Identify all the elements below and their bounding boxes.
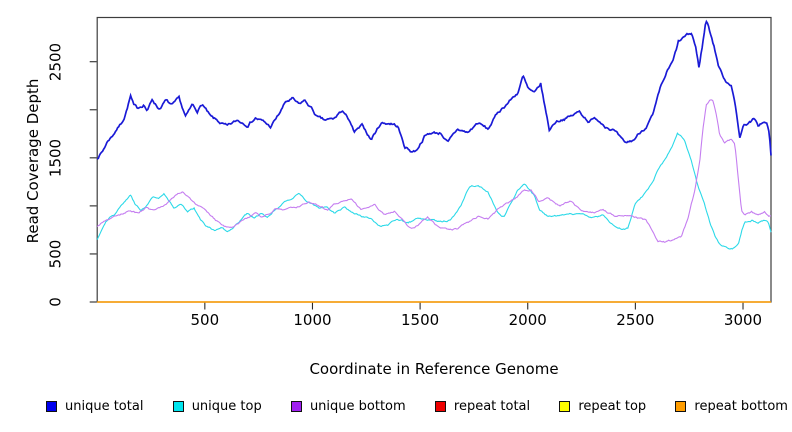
legend-item-repeat-bottom: repeat bottom [675, 399, 788, 414]
y-tick-label: 1500 [46, 138, 65, 177]
legend-swatch-icon [172, 401, 184, 412]
legend-swatch-icon [434, 401, 446, 412]
legend-label: unique bottom [309, 399, 406, 414]
legend-label: repeat total [453, 399, 531, 414]
legend-label: repeat bottom [694, 399, 788, 414]
x-axis-title: Coordinate in Reference Genome [309, 360, 559, 378]
legend-label: unique total [65, 399, 144, 414]
plot-box [96, 16, 772, 303]
legend-swatch-icon [46, 401, 57, 412]
legend-item-unique-bottom: unique bottom [290, 399, 406, 414]
x-tick-label: 2000 [508, 311, 547, 329]
series-line-unique-bottom [96, 99, 772, 243]
legend-swatch-icon [559, 401, 571, 412]
legend-swatch-icon [290, 401, 302, 412]
legend: unique total unique top unique bottom repea… [46, 399, 788, 414]
x-tick-label: 3000 [723, 311, 763, 329]
x-tick-label: 1500 [401, 311, 440, 329]
legend-item-repeat-total: repeat total [434, 399, 531, 414]
x-tick-label: 500 [190, 311, 220, 329]
y-axis-title: Read Coverage Depth [24, 78, 42, 244]
series-line-unique-total [96, 19, 772, 160]
series-line-unique-top [96, 132, 772, 250]
legend-item-unique-top: unique top [172, 399, 262, 414]
x-tick-label: 1000 [293, 311, 332, 329]
legend-item-unique-total: unique total [46, 399, 143, 414]
legend-item-repeat-top: repeat top [559, 399, 646, 414]
legend-label: unique top [191, 399, 262, 414]
y-tick-label: 2500 [46, 42, 65, 81]
y-tick-label: 500 [46, 239, 65, 269]
legend-label: repeat top [578, 399, 647, 414]
x-tick-label: 2500 [616, 311, 655, 329]
y-tick-label: 0 [46, 297, 65, 307]
legend-swatch-icon [675, 401, 687, 412]
